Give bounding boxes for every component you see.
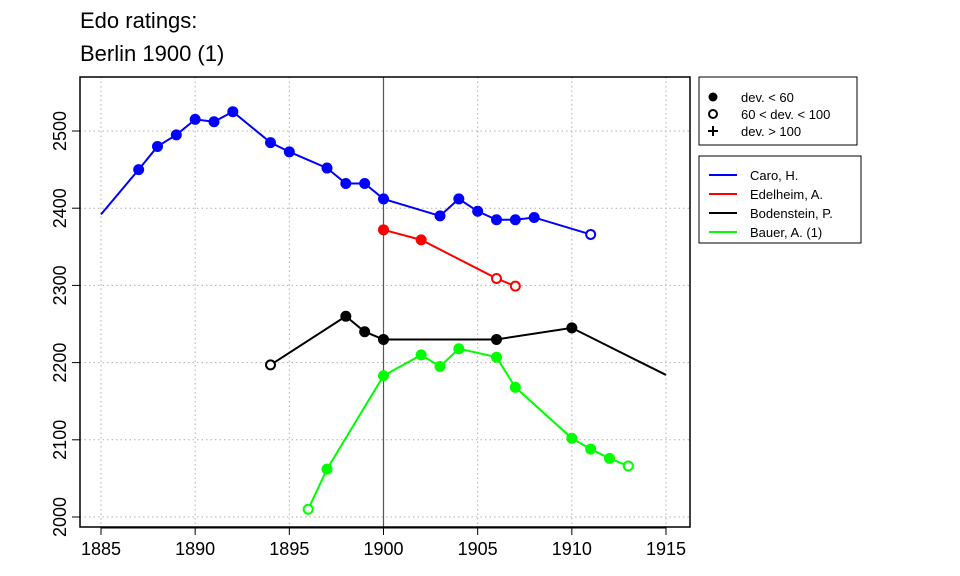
series-1 (378, 224, 521, 292)
data-point-0-0 (133, 164, 145, 176)
series-line-2 (269, 315, 667, 376)
chart-title-line-2: Berlin 1900 (1) (80, 41, 224, 66)
legend-open-circle-icon (708, 109, 718, 119)
series-legend-items: Caro, H. Edelheim, A. Bodenstein, P. Bauer,… (709, 168, 833, 240)
data-point-0-8 (321, 162, 333, 174)
chart-title-line-1: Edo ratings: (80, 8, 197, 33)
data-point-1-3 (509, 280, 521, 292)
grid-layer (80, 77, 690, 527)
data-point-0-11 (378, 193, 389, 205)
data-point-2-1 (340, 310, 352, 322)
data-point-2-4 (491, 333, 502, 345)
x-tick-label-1885: 1885 (81, 539, 121, 559)
data-point-3-7 (509, 381, 521, 393)
data-point-0-3 (189, 113, 201, 125)
legend-plus-icon (708, 126, 718, 136)
data-point-3-3 (415, 349, 427, 361)
data-point-0-14 (472, 205, 484, 217)
marker-legend-box (698, 76, 858, 146)
data-point-2-2 (359, 326, 371, 338)
y-tick-label-2400: 2400 (50, 188, 70, 228)
data-point-1-1 (415, 234, 427, 246)
data-point-0-4 (208, 116, 220, 128)
data-point-1-0 (378, 224, 389, 236)
data-point-0-12 (434, 210, 446, 222)
data-point-3-10 (604, 452, 615, 464)
data-point-0-7 (283, 146, 295, 158)
y-tick-label-2000: 2000 (50, 497, 70, 537)
y-tick-label-2500: 2500 (50, 111, 70, 151)
plot-frame (79, 76, 691, 528)
data-point-0-15 (491, 214, 502, 226)
marker-legend-label-1: 60 < dev. < 100 (741, 107, 830, 122)
data-point-0-1 (152, 140, 163, 152)
data-point-3-4 (434, 360, 446, 372)
x-tick-label-1890: 1890 (175, 539, 215, 559)
marker-legend-label-0: dev. < 60 (741, 90, 794, 105)
data-point-3-2 (378, 370, 389, 382)
data-point-3-0 (302, 503, 314, 515)
x-tick-label-1900: 1900 (363, 539, 403, 559)
data-point-0-16 (509, 214, 521, 226)
y-tick-label-2100: 2100 (50, 420, 70, 460)
data-point-3-9 (585, 443, 597, 455)
series-3 (302, 343, 634, 515)
series-0 (100, 106, 597, 240)
series-legend-box (698, 155, 862, 244)
y-tick-label-2200: 2200 (50, 343, 70, 383)
series-legend-label-0: Caro, H. (750, 168, 798, 183)
data-point-0-18 (585, 228, 597, 240)
axes-layer: 1885 1890 1895 1900 1905 1910 1915 2000 2100 2200… (50, 111, 686, 559)
series-line-3 (307, 347, 629, 510)
data-point-2-3 (378, 333, 389, 345)
data-point-3-8 (566, 432, 578, 444)
series-legend-label-3: Bauer, A. (1) (750, 225, 822, 240)
data-point-3-5 (453, 343, 465, 355)
data-point-0-6 (265, 137, 276, 149)
marker-legend-label-2: dev. > 100 (741, 124, 801, 139)
x-tick-label-1915: 1915 (646, 539, 686, 559)
marker-legend: dev. < 60 60 < dev. < 100 dev. > 100 (698, 76, 858, 146)
series-legend: Caro, H. Edelheim, A. Bodenstein, P. Bauer,… (698, 155, 862, 244)
marker-legend-items: dev. < 60 60 < dev. < 100 dev. > 100 (708, 90, 830, 139)
data-point-3-11 (622, 460, 634, 472)
series-legend-label-1: Edelheim, A. (750, 187, 823, 202)
x-tick-label-1905: 1905 (458, 539, 498, 559)
data-point-3-1 (321, 463, 333, 475)
series-legend-label-2: Bodenstein, P. (750, 206, 833, 221)
x-tick-label-1895: 1895 (269, 539, 309, 559)
series-line-1 (383, 228, 516, 288)
data-point-2-5 (566, 322, 578, 334)
data-point-0-13 (453, 193, 465, 205)
data-point-0-9 (340, 177, 352, 189)
x-tick-label-1910: 1910 (552, 539, 592, 559)
y-tick-label-2300: 2300 (50, 265, 70, 305)
data-point-0-17 (528, 211, 540, 223)
data-point-1-2 (491, 272, 502, 284)
data-point-0-5 (227, 106, 239, 118)
data-point-0-2 (170, 129, 182, 141)
data-point-2-0 (265, 359, 276, 371)
series-layer (100, 106, 667, 515)
data-point-3-6 (491, 351, 502, 363)
data-point-0-10 (359, 177, 371, 189)
series-2 (265, 310, 667, 376)
legend-filled-circle-icon (708, 92, 718, 102)
